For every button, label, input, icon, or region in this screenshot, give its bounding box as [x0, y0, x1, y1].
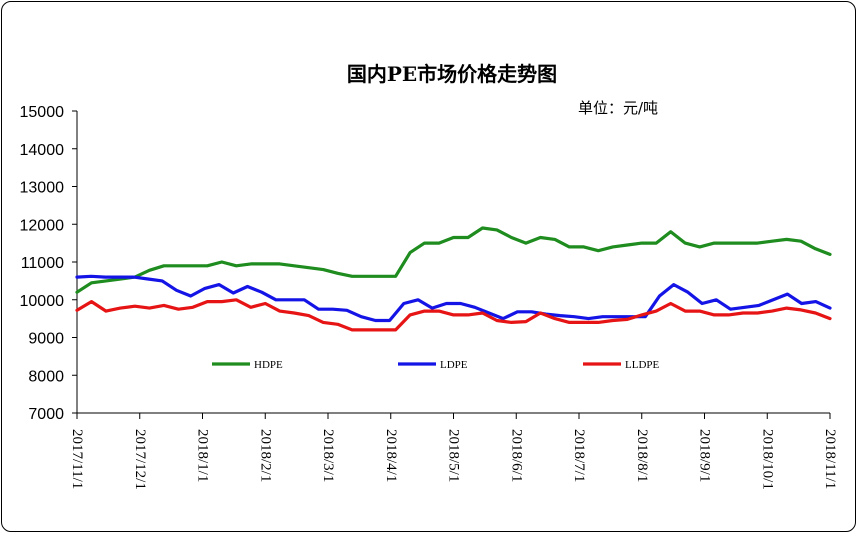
y-tick-label: 14000 — [20, 142, 65, 159]
x-tick-label: 2018/5/1 — [446, 429, 462, 482]
unit-label: 单位：元/吨 — [578, 99, 658, 117]
legend-label-lldpe: LLDPE — [625, 359, 660, 371]
y-tick-label: 10000 — [20, 293, 65, 310]
x-tick-label: 2018/10/1 — [759, 429, 775, 490]
legend: HDPE LDPE LLDPE — [212, 359, 660, 371]
series-line-hdpe — [75, 226, 832, 294]
x-tick-label: 2018/1/1 — [195, 429, 211, 482]
y-tick-label: 9000 — [28, 331, 64, 348]
series-line-ldpe — [75, 274, 832, 323]
legend-label-hdpe: HDPE — [254, 359, 283, 371]
x-tick-label: 2018/8/1 — [634, 429, 650, 482]
x-tick-label: 2017/12/1 — [132, 429, 148, 490]
y-tick-label: 12000 — [20, 217, 65, 234]
x-tick-label: 2018/3/1 — [320, 429, 336, 482]
x-tick-label: 2018/6/1 — [508, 429, 524, 482]
x-tick-label: 2018/11/1 — [822, 429, 838, 489]
y-tick-label: 8000 — [28, 368, 64, 385]
chart-title: 国内PE市场价格走势图 — [347, 62, 557, 86]
y-tick-label: 13000 — [20, 180, 65, 197]
x-tick-label: 2018/4/1 — [383, 429, 399, 482]
y-tick-label: 15000 — [20, 104, 65, 121]
x-tick-label: 2017/11/1 — [69, 429, 85, 489]
y-tick-label: 11000 — [21, 255, 64, 272]
series-line-lldpe — [75, 298, 832, 332]
legend-label-ldpe: LDPE — [440, 359, 468, 371]
axes: 15000 14000 13000 12000 11000 10000 9000 8000 70… — [20, 104, 839, 490]
x-tick-label: 2018/9/1 — [697, 429, 713, 482]
series-layer — [75, 226, 832, 332]
y-tick-label: 7000 — [28, 406, 64, 423]
x-tick-label: 2018/7/1 — [571, 429, 587, 482]
x-tick-label: 2018/2/1 — [257, 429, 273, 482]
